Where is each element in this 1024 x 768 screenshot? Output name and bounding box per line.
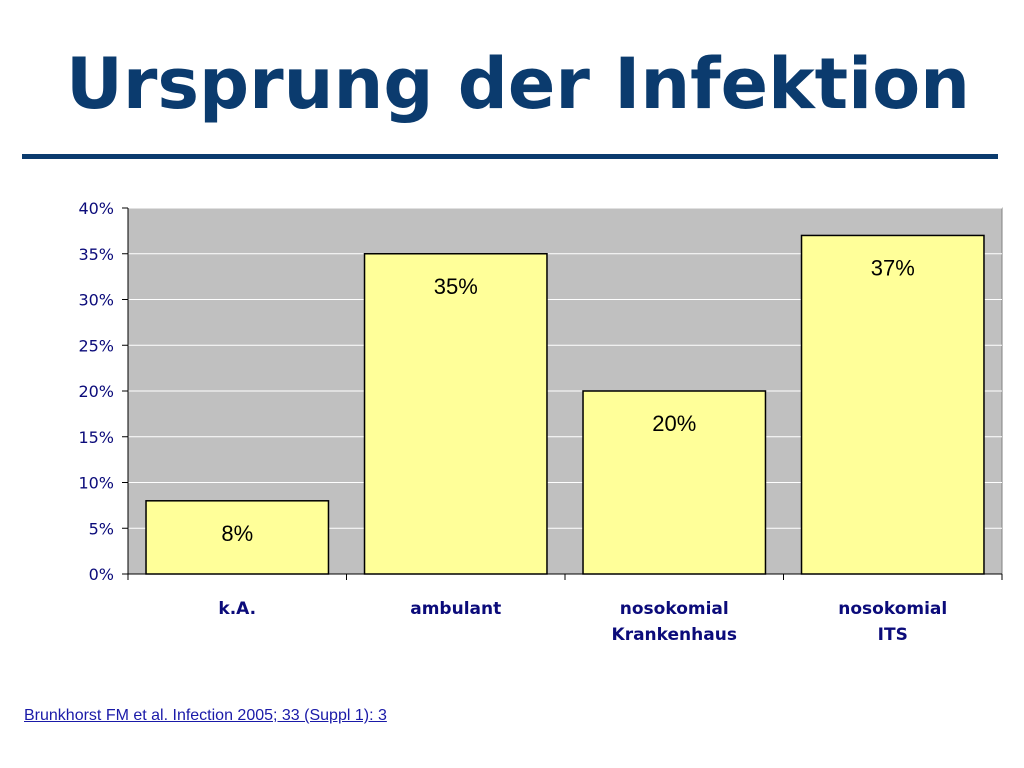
- x-category-label: ITS: [878, 625, 908, 645]
- slide-title: Ursprung der Infektion: [66, 43, 971, 125]
- y-tick-label: 0%: [89, 565, 114, 584]
- x-category-label: k.A.: [218, 599, 256, 619]
- data-label: 37%: [871, 255, 915, 280]
- x-category-label: nosokomial: [620, 599, 729, 619]
- citation-link[interactable]: Brunkhorst FM et al. Infection 2005; 33 …: [24, 707, 387, 724]
- title-divider: [22, 154, 998, 159]
- y-tick-label: 25%: [78, 336, 114, 355]
- y-tick-label: 30%: [78, 291, 114, 310]
- x-category-label: ambulant: [410, 599, 501, 619]
- data-label: 20%: [652, 411, 696, 436]
- y-tick-label: 35%: [78, 245, 114, 264]
- bar: [145, 500, 330, 575]
- y-tick-label: 15%: [78, 428, 114, 447]
- x-category-label: Krankenhaus: [612, 625, 737, 645]
- data-label: 35%: [434, 274, 478, 299]
- y-tick-label: 40%: [78, 199, 114, 218]
- data-label: 8%: [221, 521, 253, 546]
- bar-chart: 0% 5% 10% 15% 20% 25% 30% 35% 40% 8% k.A. 35% ambula…: [78, 199, 1003, 645]
- y-tick-label: 5%: [89, 519, 114, 538]
- bar: [363, 253, 548, 575]
- bar: [582, 390, 767, 575]
- y-tick-label: 20%: [78, 382, 114, 401]
- bar: [800, 234, 985, 575]
- x-category-label: nosokomial: [838, 599, 947, 619]
- y-tick-label: 10%: [78, 474, 114, 493]
